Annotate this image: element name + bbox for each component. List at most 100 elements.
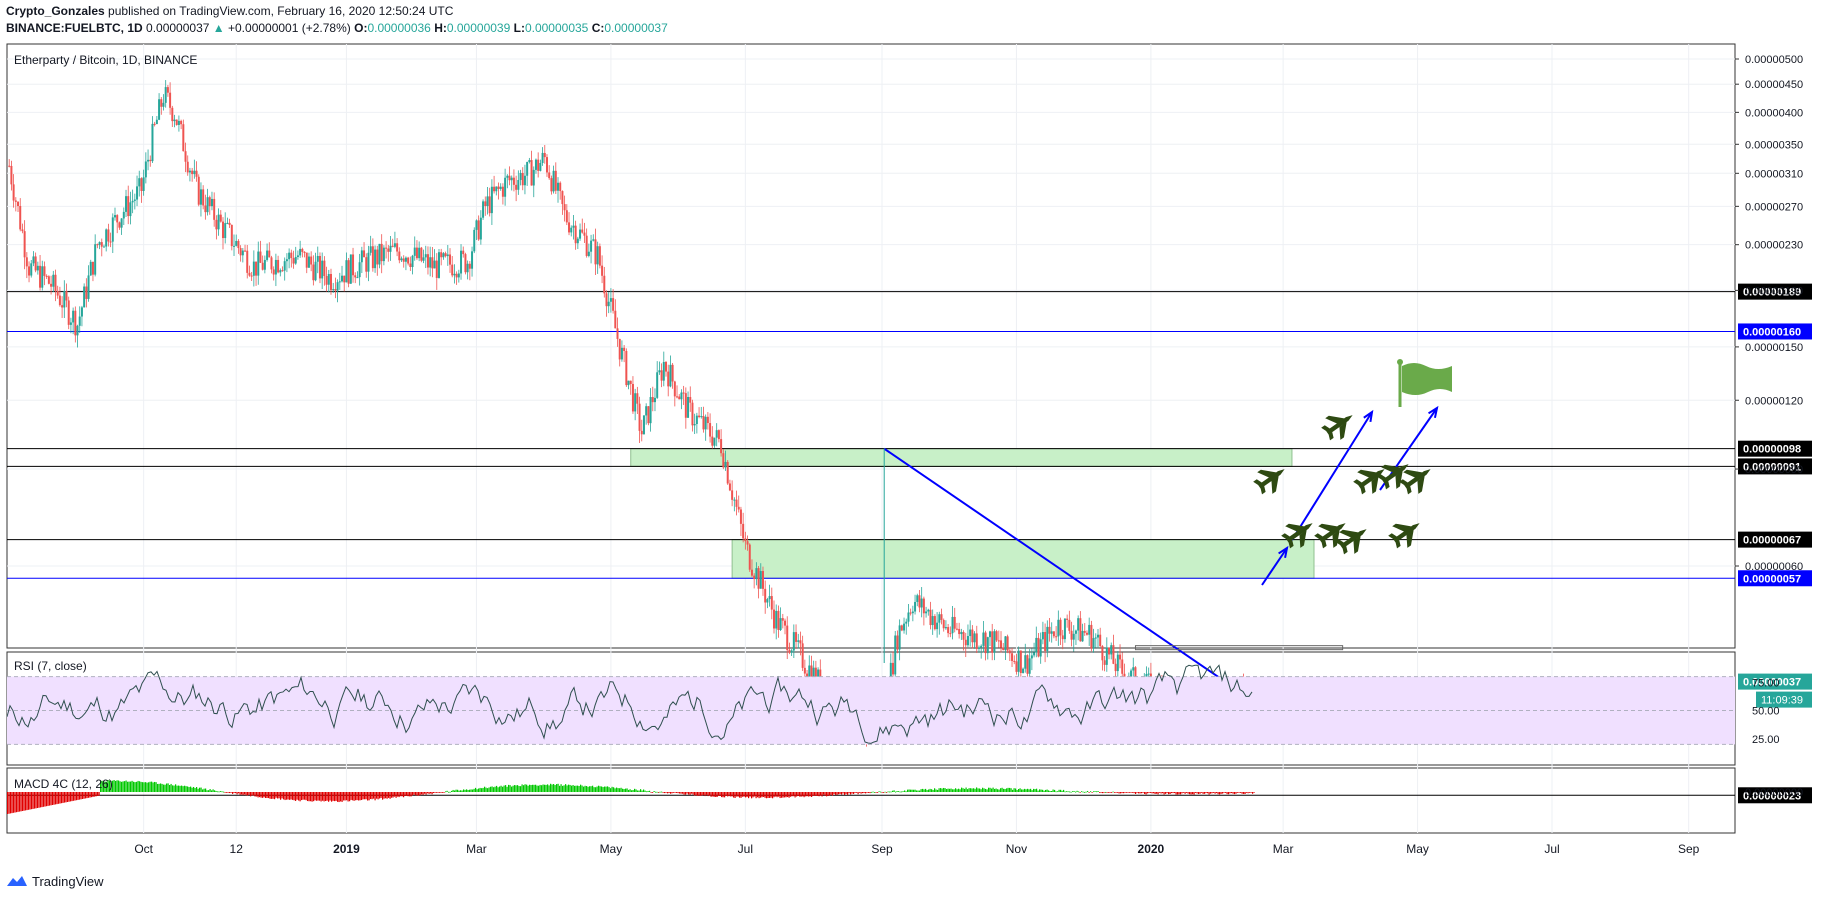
macd-bar [968,788,970,792]
macd-bar [718,792,720,796]
candle-body [554,170,557,191]
macd-bar [1229,792,1231,794]
macd-bar [754,792,756,797]
candle-body [995,631,998,641]
macd-bar [308,792,310,802]
macd-bar [1037,790,1039,792]
candle-body [684,393,687,418]
candle-body [435,260,438,278]
macd-bar [739,792,741,798]
candle-body [770,596,773,610]
macd-bar [835,792,837,795]
macd-bar [547,784,549,792]
macd-bar [221,791,223,793]
macd-bar [451,790,453,792]
macd-bar [517,785,519,792]
candle-body [795,632,798,642]
macd-bar [647,790,649,792]
macd-bar [394,792,396,797]
candle-body [940,614,943,620]
macd-bar [211,790,213,792]
candle-body [307,256,310,268]
candle-body [477,220,480,240]
x-tick-label: Jul [1544,842,1559,856]
macd-bar [349,792,351,802]
candle-body [334,289,337,291]
candle-body [519,172,522,181]
macd-bar [248,792,250,795]
macd-bar [431,792,433,795]
macd-bar [1207,792,1209,794]
macd-bar [686,792,688,794]
macd-bar [250,792,252,797]
candle-body [590,240,593,252]
candle-body [623,347,626,352]
candle-body [365,257,368,272]
price-label: 0.00000037 [1743,677,1801,689]
candle-body [532,169,535,186]
airplane-shape [1253,469,1285,495]
candle-body [497,186,500,189]
macd-bar [806,792,808,797]
macd-bar [164,784,166,792]
candle-body [404,257,407,262]
author-name[interactable]: Crypto_Gonzales [6,4,105,18]
candle-body [997,640,1000,642]
macd-bar [1004,788,1006,792]
candle-body [631,383,634,412]
macd-bar [434,792,436,793]
candle-body [620,347,623,360]
candle-body [773,609,776,629]
candle-body [464,254,467,273]
macd-bar [1139,792,1141,794]
macd-bar [1006,788,1008,792]
candle-body [1028,658,1031,674]
candle-body [724,461,727,468]
candle-body [1116,654,1119,672]
candle-body [312,264,315,281]
candle-body [757,568,760,589]
macd-bar [464,789,466,792]
macd-bar [89,792,91,798]
macd-bar [1097,791,1099,792]
macd-bar [743,792,745,797]
macd-bar [730,792,732,797]
candle-body [191,170,194,175]
macd-bar [460,790,462,792]
candle-body [78,316,81,326]
macd-bar [203,788,205,792]
price-label-box [1738,787,1812,804]
macd-bar [326,792,328,801]
macd-bar [733,792,735,798]
macd-bar [154,781,156,792]
candle-body [1147,673,1150,675]
macd-bar [950,788,952,792]
macd-bar [166,783,168,792]
tradingview-footer[interactable]: TradingView [6,870,104,892]
macd-bar [214,790,216,792]
macd-bar [31,792,33,810]
macd-bar [475,787,477,792]
candle-body [1061,635,1064,640]
candle-body [219,214,222,222]
macd-bar [461,790,463,792]
macd-bar [67,792,69,802]
candle-body [391,245,394,247]
macd-bar [632,789,634,792]
airplane-icon [1253,469,1285,495]
macd-bar [977,788,979,792]
candle-body [431,257,434,269]
candle-body [296,255,299,258]
macd-bar [610,788,612,792]
macd-bar [1121,792,1123,794]
macd-bar [643,789,645,792]
macd-bar [302,792,304,800]
macd-bar [607,786,609,792]
macd-bar [320,792,322,802]
macd-bar [244,792,246,795]
macd-bar [791,792,793,797]
candle-body [914,601,917,612]
macd-bar [874,791,876,793]
macd-bar [1145,792,1147,795]
